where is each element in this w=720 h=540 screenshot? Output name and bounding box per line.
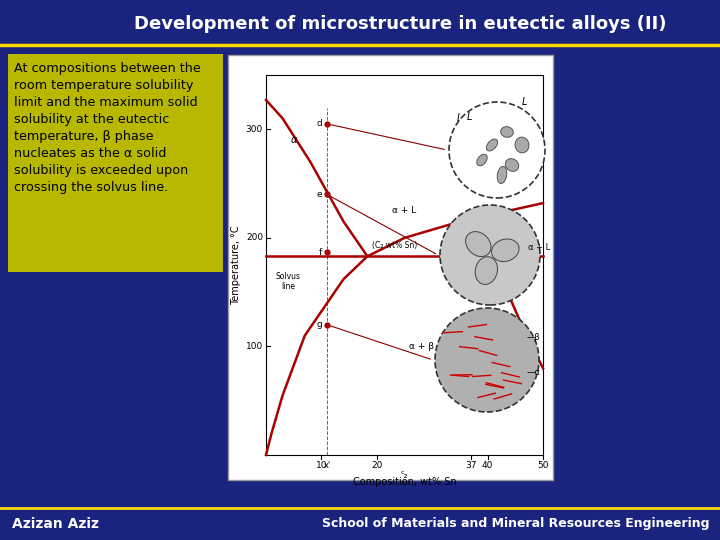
Text: $\alpha$ +$L$: $\alpha$ +$L$ bbox=[629, 162, 680, 182]
Text: —α: —α bbox=[527, 368, 541, 377]
Text: Solvus
line: Solvus line bbox=[276, 272, 301, 291]
Text: L: L bbox=[467, 112, 472, 122]
Text: L: L bbox=[522, 97, 527, 107]
Ellipse shape bbox=[492, 239, 519, 261]
Ellipse shape bbox=[477, 154, 487, 166]
Text: 50: 50 bbox=[537, 461, 549, 470]
Ellipse shape bbox=[515, 137, 529, 153]
Text: —β: —β bbox=[527, 333, 541, 342]
Text: $\alpha$: $\alpha$ bbox=[647, 215, 664, 239]
Text: α + β: α + β bbox=[409, 342, 433, 351]
Text: At compositions between the
room temperature solubility
limit and the maximum so: At compositions between the room tempera… bbox=[14, 62, 201, 194]
Ellipse shape bbox=[487, 139, 498, 151]
Ellipse shape bbox=[498, 166, 507, 184]
Text: ᶜ₂: ᶜ₂ bbox=[401, 470, 408, 480]
Text: Development of microstructure in eutectic alloys (II): Development of microstructure in eutecti… bbox=[134, 15, 666, 33]
Ellipse shape bbox=[466, 232, 491, 256]
Text: School of Materials and Mineral Resources Engineering: School of Materials and Mineral Resource… bbox=[323, 517, 710, 530]
Ellipse shape bbox=[505, 159, 518, 171]
Text: Azizan Aziz: Azizan Aziz bbox=[12, 517, 99, 531]
Text: α: α bbox=[290, 135, 297, 145]
Text: 300: 300 bbox=[246, 125, 263, 134]
Circle shape bbox=[435, 308, 539, 412]
Text: f: f bbox=[319, 248, 322, 257]
Text: 100: 100 bbox=[246, 342, 263, 351]
Text: x': x' bbox=[323, 461, 330, 470]
Text: $\alpha$ +$\beta$: $\alpha$ +$\beta$ bbox=[629, 270, 682, 294]
Circle shape bbox=[440, 205, 540, 305]
Text: α + L: α + L bbox=[528, 243, 550, 252]
Text: d: d bbox=[316, 119, 322, 129]
Ellipse shape bbox=[475, 256, 498, 285]
Ellipse shape bbox=[500, 127, 513, 137]
Text: 10: 10 bbox=[315, 461, 327, 470]
Text: $L$: $L$ bbox=[648, 108, 662, 132]
FancyBboxPatch shape bbox=[228, 55, 553, 480]
Circle shape bbox=[449, 102, 545, 198]
Text: 200: 200 bbox=[246, 233, 263, 242]
Text: e: e bbox=[316, 190, 322, 199]
Text: 20: 20 bbox=[371, 461, 382, 470]
Text: g: g bbox=[316, 320, 322, 329]
Text: 40: 40 bbox=[482, 461, 493, 470]
FancyBboxPatch shape bbox=[8, 54, 223, 272]
Text: α + L: α + L bbox=[392, 206, 417, 215]
Text: 37: 37 bbox=[465, 461, 477, 470]
Text: (C₂ wt% Sn): (C₂ wt% Sn) bbox=[372, 241, 418, 251]
Text: Composition, wt% Sn: Composition, wt% Sn bbox=[353, 477, 456, 487]
Text: Temperature, °C: Temperature, °C bbox=[231, 225, 241, 305]
Text: L: L bbox=[457, 113, 462, 124]
